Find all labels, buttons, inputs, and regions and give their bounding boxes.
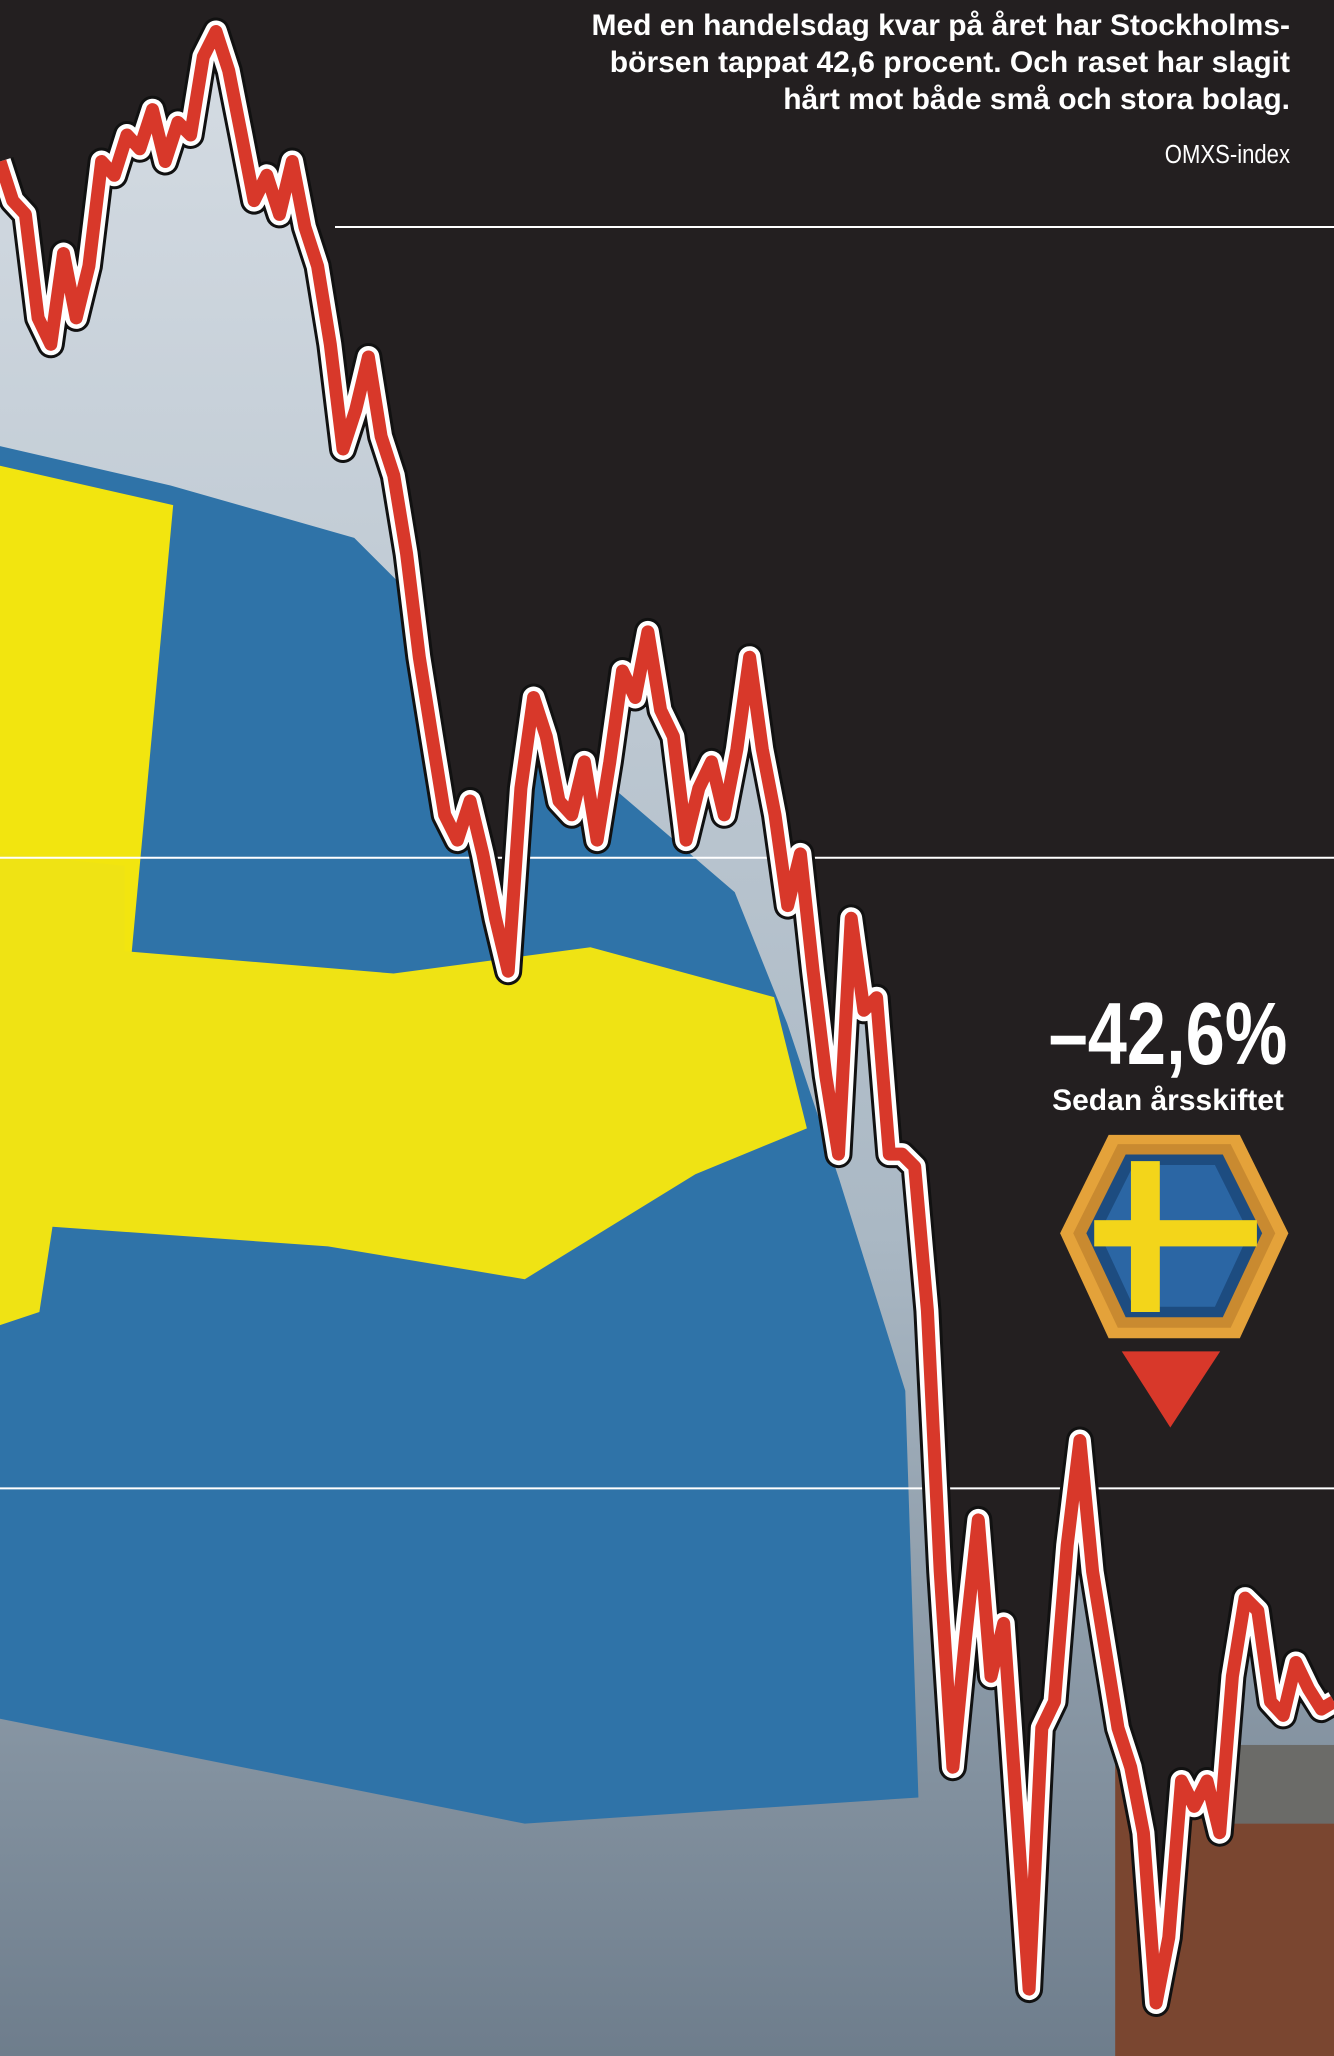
headline: hårt mot både små och stora bolag. <box>783 83 1290 116</box>
subtitle: OMXS-index <box>1165 140 1290 169</box>
annotation-caption: Sedan årsskiftet <box>1052 1084 1284 1117</box>
page: Med en handelsdag kvar på året har Stock… <box>0 0 1334 2056</box>
headline: börsen tappat 42,6 procent. Och raset ha… <box>610 46 1290 79</box>
headline: Med en handelsdag kvar på året har Stock… <box>591 9 1290 42</box>
chart: Med en handelsdag kvar på året har Stock… <box>0 0 1334 2056</box>
badge-cross <box>1094 1220 1257 1246</box>
annotation: –42,6% <box>1049 984 1288 1082</box>
